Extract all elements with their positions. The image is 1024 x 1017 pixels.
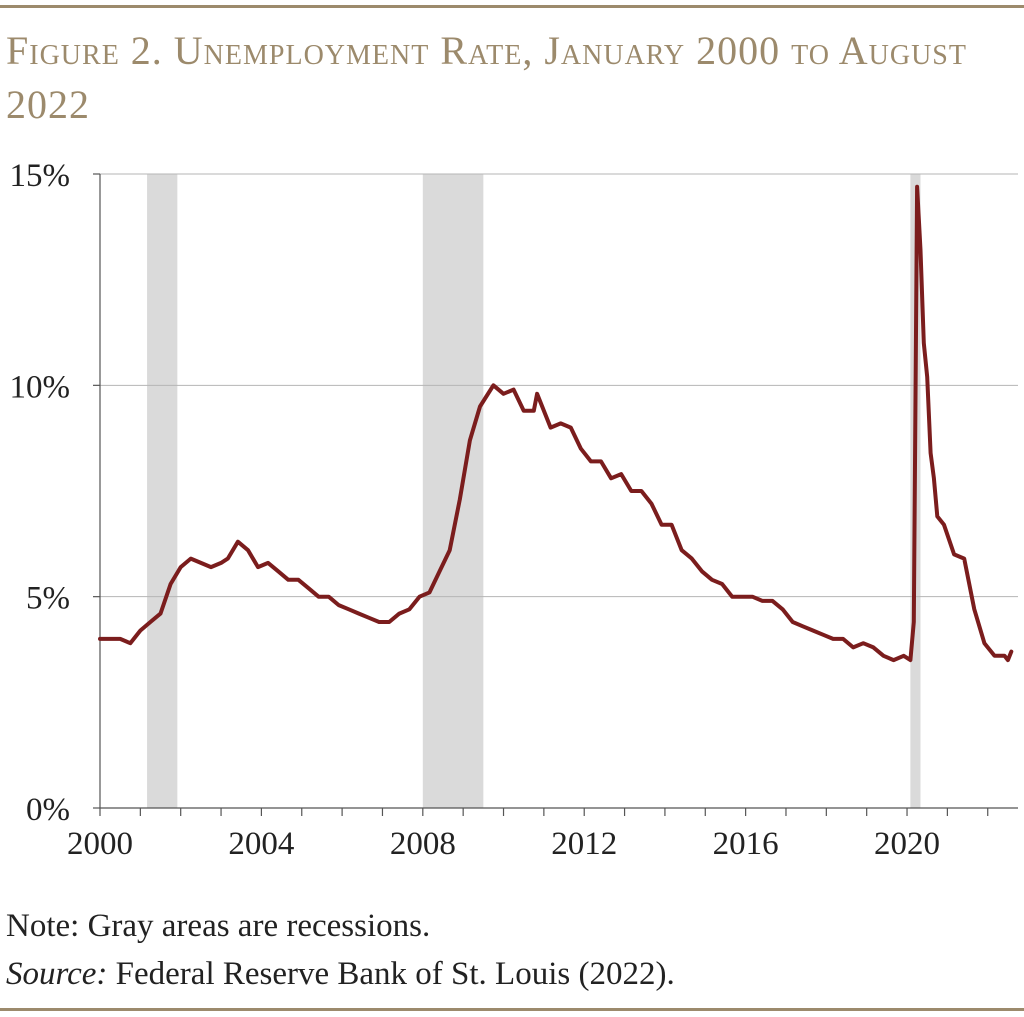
footnote-note: Note: Gray areas are recessions. (6, 908, 431, 944)
y-tick-label: 5% (26, 581, 70, 617)
gridlines (100, 173, 1018, 598)
recession-bands (147, 174, 921, 808)
chart-title: Figure 2. Unemployment Rate, January 200… (6, 28, 967, 127)
x-tick-label: 2020 (874, 826, 940, 862)
footnote-source: Source: Federal Reserve Bank of St. Loui… (6, 956, 675, 993)
x-tick-label: 2000 (67, 826, 133, 862)
series-line-group (98, 184, 1014, 663)
source-label: Source: (6, 956, 108, 992)
recession-band-2 (422, 174, 484, 808)
x-tick-label: 2016 (713, 826, 779, 862)
y-tick-label: 0% (26, 792, 70, 828)
recession-band-1 (147, 174, 178, 808)
x-tick-label: 2004 (228, 826, 294, 862)
x-tick-label: 2012 (551, 826, 617, 862)
unemployment-chart: 0% 5% 10% 15% 2000 2004 2008 2012 2016 2020 (10, 158, 1018, 862)
bottom-rule (0, 1008, 1024, 1011)
y-tick-label: 10% (10, 369, 71, 405)
series-line-1 (98, 184, 1014, 663)
source-text: Federal Reserve Bank of St. Louis (2022)… (107, 956, 675, 992)
x-tick-label: 2008 (390, 826, 456, 862)
top-rule (0, 5, 1024, 8)
y-tick-label: 15% (10, 158, 71, 194)
axes (93, 173, 1018, 816)
tick-labels: 0% 5% 10% 15% 2000 2004 2008 2012 2016 2020 (10, 158, 941, 862)
